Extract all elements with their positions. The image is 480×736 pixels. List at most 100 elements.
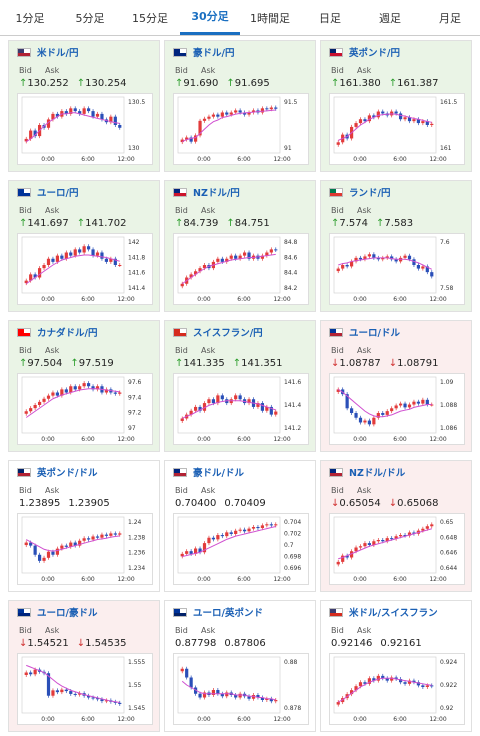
candle-body [220,258,224,262]
candle-body [220,693,224,697]
y-tick-label: 91 [284,145,292,152]
currency-pair-link[interactable]: NZドル/円 [193,188,240,199]
plot-frame [177,656,281,714]
tab-timeframe[interactable]: 30分足 [180,0,240,35]
ask-price: 1.54535 [85,638,127,649]
chart-svg: 1.555 1.55 1.545 0:00 6:00 12:00 [21,656,145,723]
rate-card[interactable]: ユーロ/英ポンド Bid Ask 0.87798 0.87806 0.88 0.878 0:0… [164,600,316,732]
bid-ask-labels: Bid Ask [331,66,383,75]
currency-pair-link[interactable]: ランド/円 [349,188,391,199]
currency-pair-link[interactable]: 豪ドル/円 [193,48,235,59]
candlestick-chart[interactable]: 1.555 1.55 1.545 0:00 6:00 12:00 [17,653,153,725]
candle-body [421,685,425,687]
rate-card[interactable]: 米ドル/スイスフラン Bid Ask 0.92146 0.92161 0.924 0.922… [320,600,472,732]
candlestick-chart[interactable]: 161.5 161 0:00 6:00 12:00 [329,93,465,165]
candle-body [354,686,358,691]
candlestick-chart[interactable]: 142 141.8 141.6 141.4 0:00 6:00 12:00 [17,233,153,305]
candle-body [265,108,269,110]
moving-average-line [25,112,120,143]
currency-pair-link[interactable]: 米ドル/スイスフラン [349,608,438,619]
candle-body [403,255,407,258]
candle-body [60,255,64,259]
rate-card[interactable]: 豪ドル/円 Bid Ask ↑91.690 ↑91.695 91.5 91 0:00 6:00 1… [164,40,316,172]
bid-label: Bid [331,626,344,635]
currency-pair-link[interactable]: ユーロ/円 [37,188,79,199]
candle-body [180,283,184,287]
candle-body [381,111,385,114]
candlestick-chart[interactable]: 84.8 84.6 84.4 84.2 0:00 6:00 12:00 [173,233,309,305]
rate-card-header: NZドル/ドル [329,465,405,479]
candle-body [104,258,109,262]
tab-timeframe[interactable]: 5分足 [75,11,105,25]
x-tick-label: 12:00 [429,296,446,303]
tab-timeframe[interactable]: 週足 [379,11,401,25]
currency-pair-link[interactable]: ユーロ/ドル [349,328,400,339]
candle-body [104,389,109,393]
tab-timeframe[interactable]: 日足 [319,11,341,25]
rate-card[interactable]: ユーロ/円 Bid Ask ↑141.697 ↑141.702 142 141.8 141.6… [8,180,160,312]
chart-svg: 91.5 91 0:00 6:00 12:00 [177,96,298,163]
currency-pair-link[interactable]: 英ポンド/ドル [37,468,98,479]
rate-card[interactable]: 英ポンド/ドル Bid Ask 1.23895 1.23905 1.24 1.238 1.23… [8,460,160,592]
candle-body [421,399,425,404]
ask-price: 130.254 [85,78,127,89]
currency-pair-link[interactable]: スイスフラン/円 [193,328,263,339]
candle-body [82,383,86,387]
tab-timeframe[interactable]: 1時間足 [250,11,290,25]
currency-pair-link[interactable]: カナダドル/円 [37,328,98,339]
candlestick-chart[interactable]: 130.5 130 0:00 6:00 12:00 [17,93,153,165]
ask-label: Ask [201,66,216,75]
rate-card[interactable]: スイスフラン/円 Bid Ask ↑141.335 ↑141.351 141.6 141.4… [164,320,316,452]
bid-ask-labels: Bid Ask [331,346,383,355]
chart-svg: 0.65 0.648 0.646 0.644 0:00 6:00 12:00 [333,516,457,583]
candlestick-chart[interactable]: 1.09 1.088 1.086 0:00 6:00 12:00 [329,373,465,445]
x-tick-label: 0:00 [197,156,211,163]
x-tick-label: 6:00 [81,156,95,163]
candle-body [225,532,229,537]
tab-timeframe[interactable]: 1分足 [15,11,45,25]
candlestick-chart[interactable]: 91.5 91 0:00 6:00 12:00 [173,93,309,165]
rate-card[interactable]: NZドル/ドル Bid Ask ↓0.65054 ↓0.65068 0.65 0.648 0.… [320,460,472,592]
bid-label: Bid [175,206,188,215]
bid-ask-labels: Bid Ask [19,66,71,75]
rate-card[interactable]: ユーロ/豪ドル Bid Ask ↓1.54521 ↓1.54535 1.555 1.55 1.… [8,600,160,732]
candle-body [385,678,389,681]
rate-card[interactable]: 米ドル/円 Bid Ask ↑130.252 ↑130.254 130.5 130 0:00 6… [8,40,160,172]
currency-pair-link[interactable]: ユーロ/英ポンド [193,608,263,619]
x-tick-label: 6:00 [237,436,251,443]
candle-body [229,112,233,115]
candle-body [256,526,260,529]
candle-body [349,551,354,558]
rate-card[interactable]: カナダドル/円 Bid Ask ↑97.504 ↑97.519 97.6 97.4 97.2 9… [8,320,160,452]
currency-flag-icon [329,327,343,337]
rate-card[interactable]: ユーロ/ドル Bid Ask ↓1.08787 ↓1.08791 1.09 1.088 1.0… [320,320,472,452]
candle-body [69,252,73,256]
rate-card-header: 豪ドル/円 [173,45,234,59]
candlestick-chart[interactable]: 0.65 0.648 0.646 0.644 0:00 6:00 12:00 [329,513,465,585]
tab-timeframe[interactable]: 15分足 [132,11,168,25]
candle-body [425,121,429,125]
rate-card[interactable]: ランド/円 Bid Ask ↑7.574 ↑7.583 7.6 7.58 0:00 6:00 12… [320,180,472,312]
x-tick-label: 0:00 [41,296,55,303]
rate-card[interactable]: 豪ドル/ドル Bid Ask 0.70400 0.70409 0.704 0.702 0.7 0… [164,460,316,592]
candlestick-chart[interactable]: 0.88 0.878 0:00 6:00 12:00 [173,653,309,725]
candle-body [202,403,207,411]
currency-pair-link[interactable]: NZドル/ドル [349,468,406,479]
chart-svg: 0.924 0.922 0.92 0:00 6:00 12:00 [333,656,457,723]
candlestick-chart[interactable]: 7.6 7.58 0:00 6:00 12:00 [329,233,465,305]
currency-pair-link[interactable]: 英ポンド/円 [349,48,400,59]
candle-body [104,534,109,536]
y-tick-label: 1.088 [440,402,457,409]
currency-pair-link[interactable]: ユーロ/豪ドル [37,608,98,619]
tab-timeframe[interactable]: 月足 [439,11,461,25]
candlestick-chart[interactable]: 0.924 0.922 0.92 0:00 6:00 12:00 [329,653,465,725]
candlestick-chart[interactable]: 141.6 141.4 141.2 0:00 6:00 12:00 [173,373,309,445]
currency-pair-link[interactable]: 豪ドル/ドル [193,468,244,479]
rate-card[interactable]: 英ポンド/円 Bid Ask ↑161.380 ↑161.387 161.5 161 0:00… [320,40,472,172]
candlestick-chart[interactable]: 0.704 0.702 0.7 0.698 0.696 0:00 6:00 12:00 [173,513,309,585]
candlestick-chart[interactable]: 1.24 1.238 1.236 1.234 0:00 6:00 12:00 [17,513,153,585]
currency-pair-link[interactable]: 米ドル/円 [37,48,79,59]
rate-card[interactable]: NZドル/円 Bid Ask ↑84.739 ↑84.751 84.8 84.6 84.4 84… [164,180,316,312]
candlestick-chart[interactable]: 97.6 97.4 97.2 97 0:00 6:00 12:00 [17,373,153,445]
y-tick-label: 1.555 [128,659,145,666]
